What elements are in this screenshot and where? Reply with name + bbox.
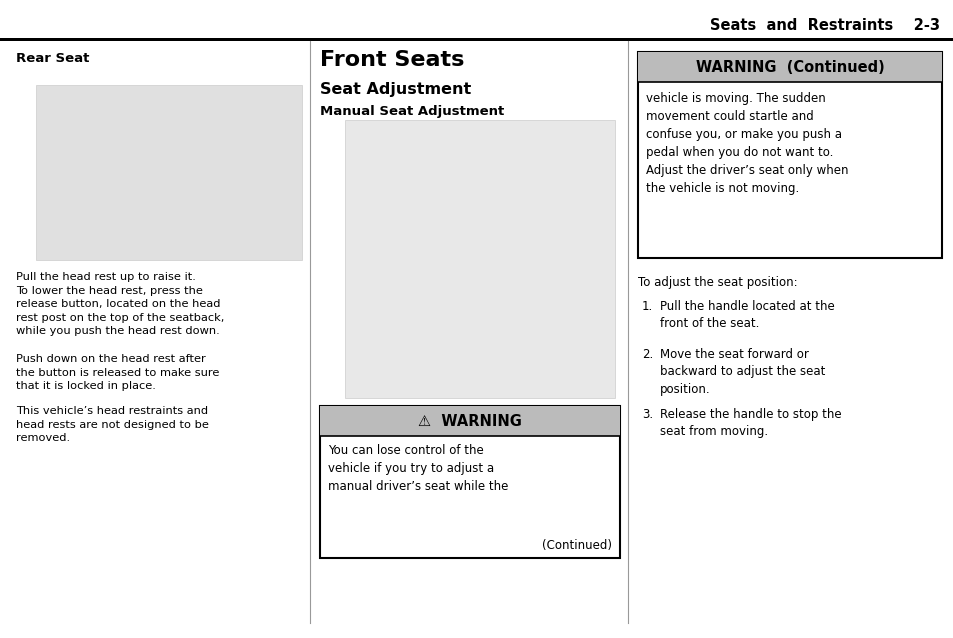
- Text: This vehicle’s head restraints and
head rests are not designed to be
removed.: This vehicle’s head restraints and head …: [16, 406, 209, 443]
- Text: Move the seat forward or
backward to adjust the seat
position.: Move the seat forward or backward to adj…: [659, 348, 824, 396]
- Bar: [638, 52, 941, 82]
- Text: Rear Seat: Rear Seat: [16, 52, 90, 65]
- Text: ⚠  WARNING: ⚠ WARNING: [417, 413, 521, 429]
- Bar: [319, 406, 619, 436]
- Text: Manual Seat Adjustment: Manual Seat Adjustment: [319, 105, 504, 118]
- Text: Push down on the head rest after
the button is released to make sure
that it is : Push down on the head rest after the but…: [16, 354, 219, 391]
- Text: vehicle is moving. The sudden
movement could startle and
confuse you, or make yo: vehicle is moving. The sudden movement c…: [645, 92, 847, 195]
- Text: Release the handle to stop the
seat from moving.: Release the handle to stop the seat from…: [659, 408, 841, 438]
- Text: WARNING  (Continued): WARNING (Continued): [695, 59, 883, 75]
- Text: Pull the head rest up to raise it.
To lower the head rest, press the
release but: Pull the head rest up to raise it. To lo…: [16, 272, 224, 336]
- Bar: [36, 85, 302, 260]
- Text: 2.: 2.: [641, 348, 653, 361]
- Text: To adjust the seat position:: To adjust the seat position:: [638, 276, 797, 289]
- Bar: [319, 406, 619, 558]
- Text: (Continued): (Continued): [541, 539, 612, 552]
- Bar: [0, 38, 953, 41]
- Text: Seats  and  Restraints    2-3: Seats and Restraints 2-3: [709, 18, 939, 33]
- Text: Pull the handle located at the
front of the seat.: Pull the handle located at the front of …: [659, 300, 834, 330]
- Text: 3.: 3.: [641, 408, 653, 421]
- Text: Front Seats: Front Seats: [319, 50, 464, 70]
- Bar: [345, 120, 615, 398]
- Text: You can lose control of the
vehicle if you try to adjust a
manual driver’s seat : You can lose control of the vehicle if y…: [328, 444, 508, 493]
- Text: 1.: 1.: [641, 300, 653, 313]
- Bar: [638, 52, 941, 258]
- Text: Seat Adjustment: Seat Adjustment: [319, 82, 471, 97]
